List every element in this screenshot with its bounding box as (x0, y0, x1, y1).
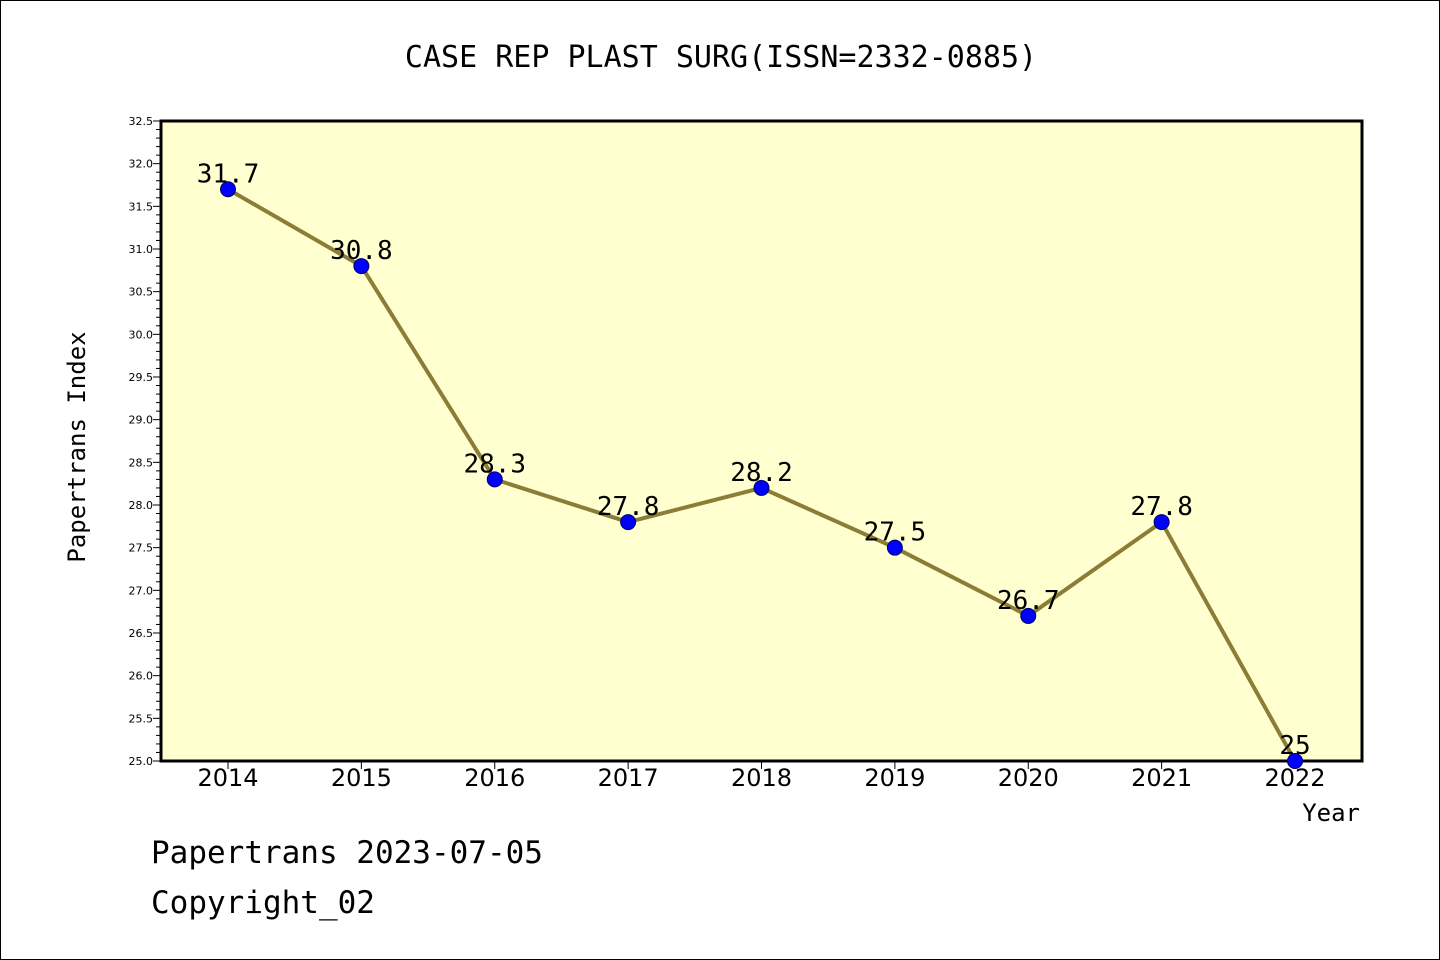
data-label: 27.5 (864, 518, 927, 548)
data-point (486, 471, 503, 488)
y-tick-label: 29.0 (129, 414, 154, 427)
data-points (220, 181, 1303, 769)
x-tick-label: 2019 (864, 764, 925, 792)
y-tick-label: 30.5 (129, 286, 154, 299)
y-tick-label: 26.0 (129, 670, 154, 683)
data-label: 26.7 (997, 586, 1060, 616)
x-tick-label: 2017 (598, 764, 659, 792)
y-tick-label: 32.5 (129, 115, 154, 128)
x-tick-label: 2021 (1131, 764, 1192, 792)
y-tick-label: 30.0 (129, 328, 154, 341)
data-label: 28.2 (730, 458, 793, 488)
y-tick-label: 29.5 (129, 371, 154, 384)
y-tick-label: 27.0 (129, 584, 154, 597)
data-point (1287, 753, 1303, 769)
data-point (620, 514, 637, 531)
y-tick-label: 25.0 (129, 755, 154, 768)
y-tick-label: 31.5 (129, 200, 154, 213)
x-axis-label: Year (1302, 799, 1360, 827)
data-point (886, 539, 903, 556)
y-tick-label: 26.5 (129, 627, 154, 640)
chart-title: CASE REP PLAST SURG(ISSN=2332-0885) (405, 40, 1037, 75)
plot-area (159, 119, 1364, 763)
footer-date: Papertrans 2023-07-05 (151, 835, 543, 871)
data-point (1153, 514, 1170, 531)
y-tick-label: 28.0 (129, 499, 154, 512)
y-tick-label: 31.0 (129, 243, 154, 256)
data-label: 25 (1279, 731, 1310, 761)
data-point (753, 479, 770, 496)
y-tick-label: 32.0 (129, 158, 154, 171)
data-label: 31.7 (197, 159, 260, 189)
data-label: 27.8 (1130, 492, 1193, 522)
data-point (1020, 607, 1037, 624)
data-point (220, 181, 236, 198)
data-point (353, 258, 370, 275)
x-axis: 2014 2015 2016 2017 2018 2019 2020 2021 2022 (197, 761, 1326, 792)
x-tick-label: 2014 (197, 764, 258, 792)
y-axis: 25.0 25.5 26.0 26.5 27.0 27.5 28.0 28.5 29.0 29.5… (129, 115, 161, 768)
y-tick-label: 25.5 (129, 712, 154, 725)
y-axis-label: Papertrans Index (63, 331, 91, 562)
data-label: 30.8 (330, 236, 393, 266)
y-tick-label: 27.5 (129, 542, 154, 555)
x-tick-label: 2016 (464, 764, 525, 792)
x-tick-label: 2015 (331, 764, 392, 792)
data-labels: 31.7 30.8 28.3 27.8 28.2 27.5 26.7 27.8 25 (197, 159, 1311, 761)
x-tick-label: 2018 (731, 764, 792, 792)
y-tick-label: 28.5 (129, 456, 154, 469)
data-label: 27.8 (597, 492, 660, 522)
x-tick-label: 2020 (998, 764, 1059, 792)
data-label: 28.3 (463, 449, 526, 479)
footer-copyright: Copyright_02 (151, 885, 375, 921)
